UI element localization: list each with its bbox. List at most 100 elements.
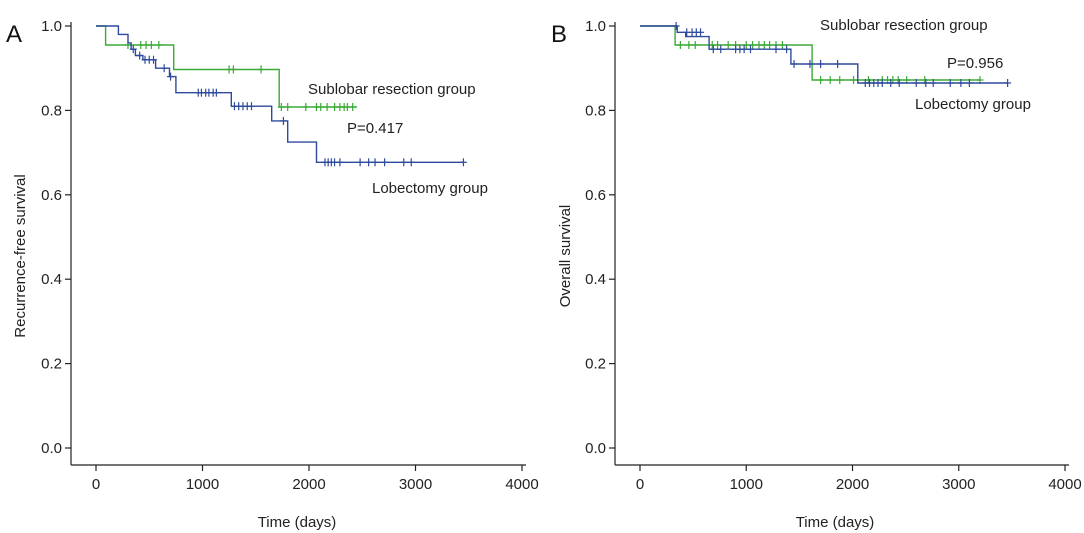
panel-b-overall-survival: B 0.0 0.2 0.4 0.6 0.8 1.0 0 1000 2000 3000 4000 Su… [551,17,1082,531]
panel-a-lobectomy-censor-mark [381,158,389,167]
panel-b-y-tick-label: 0.4 [585,271,606,288]
panel-a-lobectomy-censor-mark [336,158,344,167]
panel-b-lobectomy-censor-mark [717,45,725,54]
panel-b-lobectomy-censor-mark [709,45,717,54]
panel-a-sublobar-label: Sublobar resection group [308,81,476,98]
panel-b-sublobar-censor-mark [749,40,757,49]
panel-b-lobectomy-censor-mark [887,78,895,87]
panel-a-sublobar-curve [96,25,357,108]
panel-a-y-tick-label: 0.4 [41,271,62,288]
panel-b-sublobar-censor-mark [817,76,825,85]
panel-b-x-tick-label: 1000 [730,476,763,493]
panel-a-sublobar-censor-mark [229,65,237,74]
panel-b-sublobar-censor-mark [676,40,684,49]
panel-b-sublobar-censor-mark [724,40,732,49]
panel-b-lobectomy-censor-mark [806,59,814,68]
panel-b-lobectomy-censor-mark [929,78,937,87]
panel-b-y-axis-title: Overall survival [557,205,574,308]
panel-b-sublobar-censor-mark [742,40,750,49]
panel-a-lobectomy-censor-mark [247,102,255,111]
panel-a-sublobar-censor-mark [349,103,357,112]
panel-letter-b: B [551,21,567,48]
panel-b-y-tick-label: 0.6 [585,187,606,204]
panel-a-axes: 0.0 0.2 0.4 0.6 0.8 1.0 0 1000 2000 3000 4000 [41,18,539,493]
panel-b-lobectomy-censor-mark [1004,78,1012,87]
panel-b-lobectomy-curve [640,25,1008,84]
panel-a-lobectomy-censor-mark [279,116,287,125]
panel-a-lobectomy-censor-mark [167,72,175,81]
panel-a-y-tick-label: 0.2 [41,356,62,373]
panel-b-sublobar-censor-mark [685,40,693,49]
panel-a-sublobar-censor-mark [155,40,163,49]
panel-letter-a: A [6,21,22,48]
panel-b-lobectomy-censor-mark [817,59,825,68]
panel-a-x-tick-label: 0 [92,476,100,493]
panel-a-y-tick-label: 0.8 [41,102,62,119]
panel-a-sublobar-censor-mark [277,103,285,112]
panel-b-y-tick-label: 0.2 [585,356,606,373]
panel-b-x-tick-label: 3000 [942,476,975,493]
panel-b-sublobar-censor-mark [766,40,774,49]
panel-b-lobectomy-censor-mark [783,45,791,54]
panel-b-x-tick-label: 2000 [836,476,869,493]
panel-a-sublobar-censor-mark [257,65,265,74]
panel-b-y-tick-label: 0.8 [585,102,606,119]
panel-b-x-tick-label: 0 [636,476,644,493]
panel-a-annotations: Sublobar resection group P=0.417 Lobecto… [308,81,488,197]
panel-b-sublobar-censor-mark [778,40,786,49]
panel-b-annotations: Sublobar resection group P=0.956 Lobecto… [820,17,1031,113]
panel-a-sublobar-censor-mark [323,103,331,112]
panel-b-lobectomy-censor-mark [697,28,705,37]
panel-a-x-tick-label: 1000 [186,476,219,493]
panel-b-lobectomy-censor-mark [895,78,903,87]
panel-a-curves [96,25,467,167]
panel-b-lobectomy-censor-mark [834,59,842,68]
panel-a-lobectomy-censor-mark [136,51,144,60]
panel-a-lobectomy-censor-mark [365,158,373,167]
panel-b-lobectomy-censor-mark [672,22,680,30]
panel-b-x-tick-label: 4000 [1048,476,1081,493]
panel-a-lobectomy-censor-mark [356,158,364,167]
panel-b-lobectomy-censor-mark [790,59,798,68]
panel-b-x-axis-title: Time (days) [796,514,875,531]
panel-b-sublobar-curve [640,25,980,81]
panel-a-lobectomy-censor-mark [150,55,158,64]
panel-b-lobectomy-censor-mark [878,78,886,87]
panel-b-sublobar-censor-mark [714,40,722,49]
panel-b-y-tick-label: 0.0 [585,440,606,457]
panel-a-sublobar-censor-mark [317,103,325,112]
panel-b-sublobar-censor-mark [836,76,844,85]
panel-a-sublobar-censor-mark [284,103,292,112]
panel-a-lobectomy-censor-mark [129,45,137,54]
panel-b-curves [640,22,1012,87]
panel-a-x-axis-title: Time (days) [258,514,337,531]
panel-b-lobectomy-censor-mark [957,78,965,87]
panel-a-recurrence-free-survival: A 0.0 0.2 0.4 0.6 0.8 1.0 0 1000 2000 3000 4000 Su… [6,18,539,531]
panel-b-lobectomy-censor-mark [912,78,920,87]
panel-a-lobectomy-censor-mark [459,158,467,167]
panel-b-p-value: P=0.956 [947,55,1003,72]
panel-b-sublobar-censor-mark [850,76,858,85]
panel-a-lobectomy-censor-mark [212,88,220,97]
panel-b-lobectomy-censor-mark [747,45,754,54]
panel-a-sublobar-censor-mark [147,40,155,49]
panel-a-lobectomy-label: Lobectomy group [372,180,488,197]
panel-a-lobectomy-censor-mark [407,158,415,167]
panel-b-lobectomy-censor-mark [740,45,748,54]
panel-b-lobectomy-censor-mark [772,45,780,54]
panel-b-lobectomy-censor-mark [922,78,930,87]
panel-a-lobectomy-censor-mark [371,158,379,167]
panel-b-lobectomy-censor-mark [965,78,973,87]
panel-a-x-tick-label: 2000 [292,476,325,493]
panel-a-y-tick-label: 0.0 [41,440,62,457]
panel-a-y-axis-title: Recurrence-free survival [12,174,29,337]
panel-a-x-tick-label: 4000 [505,476,538,493]
panel-a-lobectomy-censor-mark [160,64,168,73]
panel-b-sublobar-censor-mark [691,40,699,49]
panel-a-lobectomy-censor-mark [400,158,408,167]
panel-a-y-tick-label: 0.6 [41,187,62,204]
panel-b-lobectomy-label: Lobectomy group [915,96,1031,113]
panel-a-x-tick-label: 3000 [399,476,432,493]
